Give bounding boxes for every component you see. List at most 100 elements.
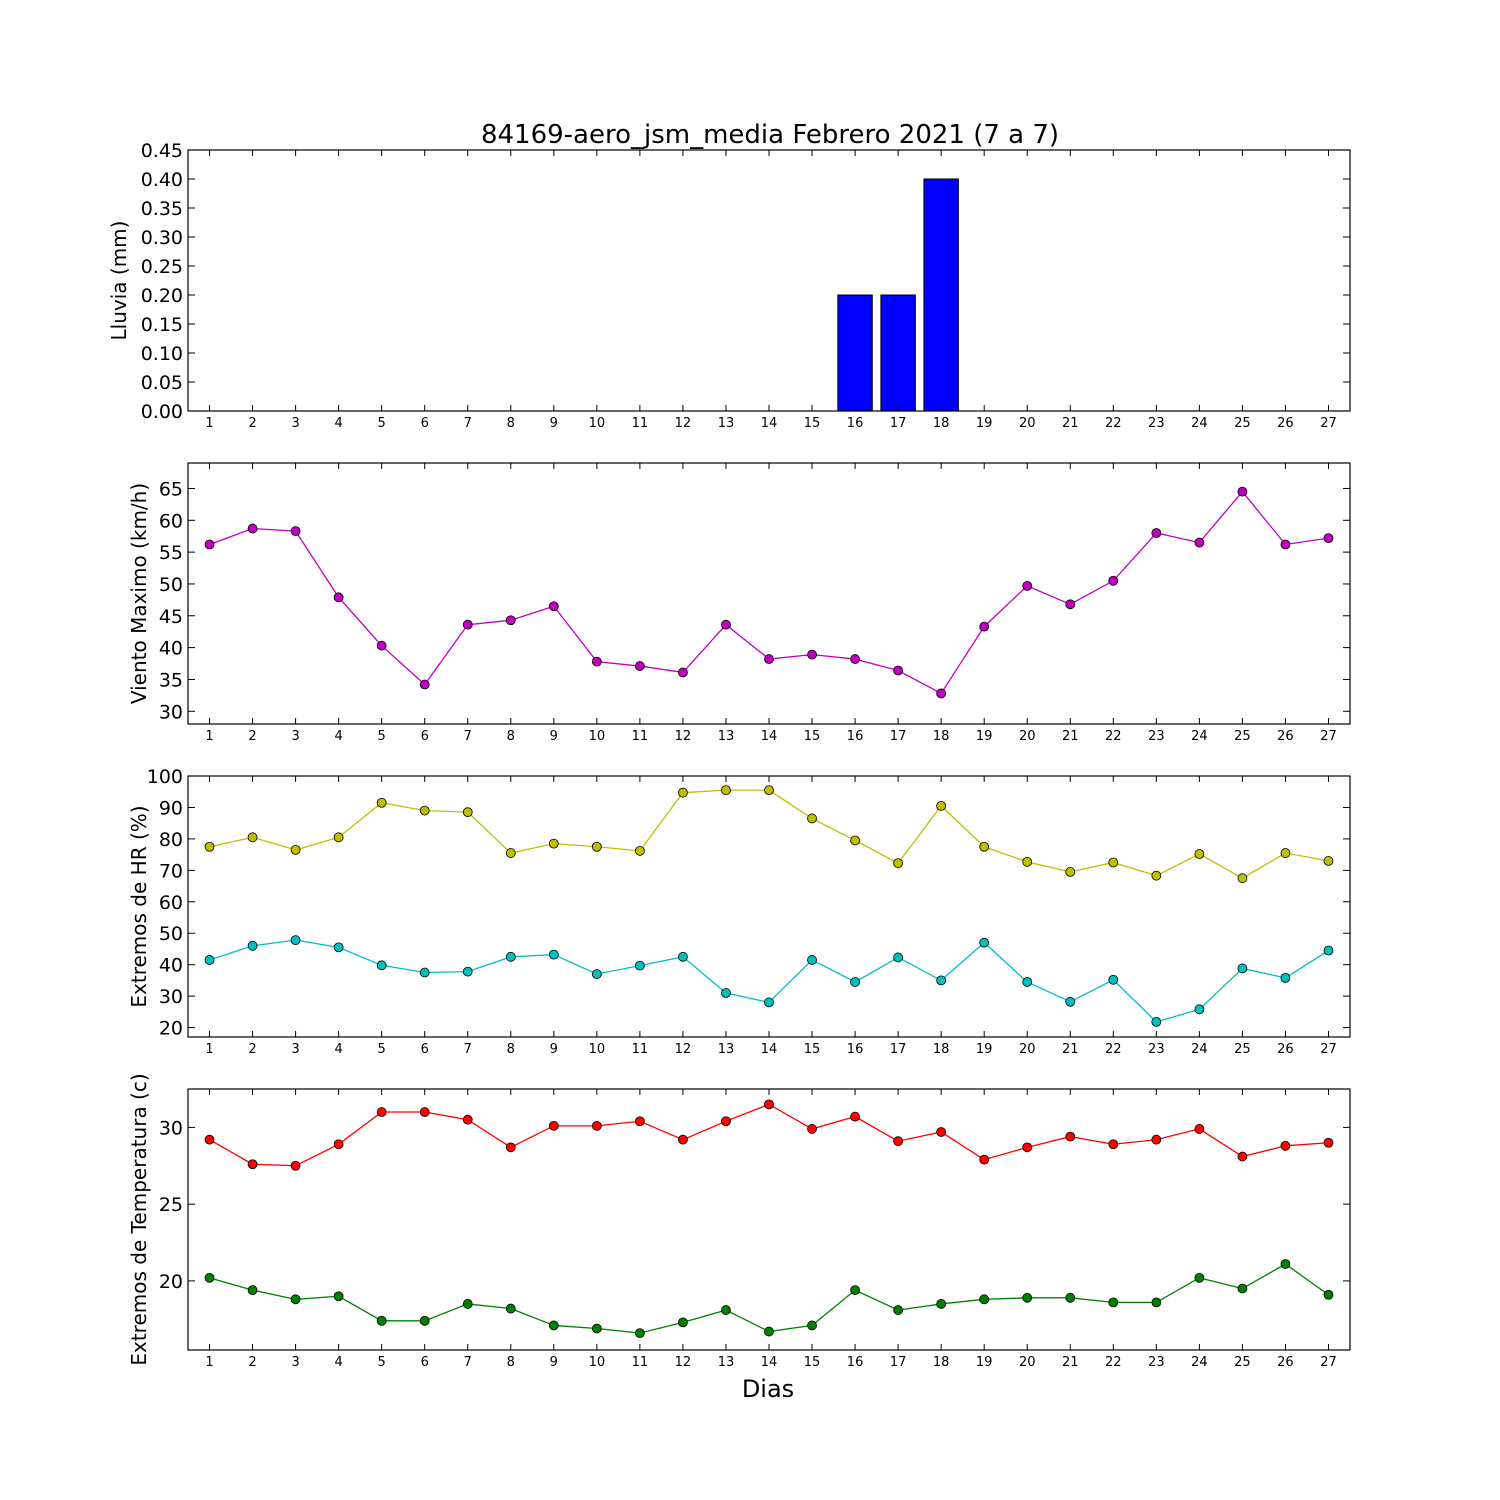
viento-series-1-point-27 (1323, 533, 1334, 544)
humedad-series-1-point-7 (462, 807, 473, 818)
humedad-series-1-point-19 (979, 841, 990, 852)
viento-xtick-label: 26 (1277, 729, 1294, 744)
lluvia-xtick-label: 26 (1277, 416, 1294, 431)
viento-series-1-point-6 (419, 679, 430, 690)
humedad-ytick-label: 50 (159, 923, 183, 945)
lluvia-ytick-label: 0.00 (141, 401, 183, 423)
viento-xtick-label: 25 (1234, 729, 1251, 744)
temperatura-series-2-point-23 (1151, 1297, 1162, 1308)
temperatura-xtick-label: 9 (550, 1355, 558, 1370)
humedad-series-1-point-3 (290, 844, 301, 855)
viento-xtick-label: 3 (291, 729, 299, 744)
temperatura-xtick-label: 11 (632, 1355, 649, 1370)
humedad-series-1-point-18 (936, 800, 947, 811)
viento-xtick-label: 2 (248, 729, 256, 744)
lluvia-y-axis-label: Lluvia (mm) (107, 221, 131, 341)
temperatura-xtick-label: 1 (205, 1355, 213, 1370)
lluvia-ytick-label: 0.25 (141, 256, 183, 278)
humedad-xtick-label: 25 (1234, 1042, 1251, 1057)
humedad-xtick-label: 9 (550, 1042, 558, 1057)
humedad-series-2-point-5 (376, 960, 387, 971)
temperatura-xtick-label: 2 (248, 1355, 256, 1370)
temperatura-ytick-label: 25 (159, 1194, 183, 1216)
temperatura-series-1-point-24 (1194, 1124, 1205, 1134)
temperatura-series-1-point-8 (505, 1142, 516, 1153)
humedad-series-1-point-13 (721, 785, 731, 796)
viento-series-1-point-23 (1151, 528, 1162, 538)
viento-xtick-label: 11 (632, 729, 649, 744)
viento-series-1-point-12 (678, 667, 688, 678)
viento-series-1-point-21 (1065, 599, 1076, 610)
humedad-xtick-label: 26 (1277, 1042, 1294, 1057)
humedad-series-2-point-12 (678, 951, 688, 962)
viento-series-1-point-9 (548, 601, 559, 612)
viento-series-1-point-10 (591, 656, 602, 667)
temperatura-xtick-label: 27 (1320, 1355, 1337, 1370)
humedad-series-2-point-21 (1065, 996, 1076, 1007)
humedad-series-2-point-14 (764, 997, 774, 1008)
humedad-xtick-label: 19 (976, 1042, 993, 1057)
lluvia-ytick-label: 0.05 (141, 372, 183, 394)
humedad-series-2-point-1 (204, 955, 215, 965)
temperatura-ytick-label: 30 (159, 1117, 183, 1139)
lluvia-xtick-label: 1 (205, 416, 213, 431)
humedad-series-1-point-14 (764, 785, 774, 796)
temperatura-series-2-point-5 (376, 1315, 387, 1326)
lluvia-xtick-label: 16 (847, 416, 864, 431)
lluvia-plot-frame (187, 149, 1351, 412)
lluvia-xtick-label: 5 (378, 416, 386, 431)
viento-ytick-label: 30 (159, 701, 183, 723)
temperatura-xtick-label: 17 (890, 1355, 907, 1370)
temperatura-xtick-label: 24 (1191, 1355, 1208, 1370)
temperatura-series-2-point-24 (1194, 1272, 1205, 1283)
temperatura-series-2-point-18 (936, 1299, 947, 1309)
temperatura-xtick-label: 4 (334, 1355, 342, 1370)
viento-xtick-label: 14 (761, 729, 778, 744)
viento-series-1-point-18 (936, 688, 947, 699)
temperatura-xtick-label: 23 (1148, 1355, 1165, 1370)
humedad-series-1-point-11 (634, 845, 645, 856)
temperatura-series-2-point-27 (1323, 1289, 1334, 1300)
temperatura-series-2-point-2 (247, 1285, 258, 1296)
viento-xtick-label: 13 (718, 729, 735, 744)
lluvia-xtick-label: 18 (933, 416, 950, 431)
lluvia-xtick-label: 13 (718, 416, 735, 431)
temperatura-series-2-point-17 (893, 1305, 904, 1315)
temperatura-series-1-point-26 (1280, 1140, 1291, 1151)
temperatura-series-2-point-9 (548, 1320, 559, 1331)
lluvia-ytick-label: 0.15 (141, 314, 183, 336)
humedad-xtick-label: 2 (248, 1042, 256, 1057)
chart-title: 84169-aero_jsm_media Febrero 2021 (7 a 7… (481, 120, 1059, 150)
temperatura-xtick-label: 22 (1105, 1355, 1122, 1370)
temperatura-xtick-label: 8 (507, 1355, 515, 1370)
humedad-xtick-label: 13 (718, 1042, 735, 1057)
humedad-xtick-label: 23 (1148, 1042, 1165, 1057)
lluvia-ytick-label: 0.45 (141, 140, 183, 162)
temperatura-series-2-point-6 (419, 1315, 430, 1326)
temperatura-series-2-point-4 (333, 1291, 344, 1302)
humedad-series-2-point-4 (333, 942, 344, 953)
temperatura-xtick-label: 21 (1062, 1355, 1079, 1370)
temperatura-series-1-point-10 (591, 1120, 602, 1131)
temperatura-series-1-point-19 (979, 1154, 990, 1165)
humedad-series-2-point-3 (290, 935, 301, 946)
humedad-series-2-point-9 (548, 949, 559, 960)
temperatura-series-1-point-22 (1108, 1139, 1119, 1150)
temperatura-series-1-point-14 (764, 1099, 774, 1110)
humedad-series-1-point-9 (548, 838, 559, 849)
humedad-series-1-point-4 (333, 832, 344, 843)
viento-series-1-point-5 (376, 640, 387, 651)
humedad-xtick-label: 21 (1062, 1042, 1079, 1057)
humedad-series-2-point-8 (505, 951, 516, 962)
temperatura-series-2-point-14 (764, 1326, 774, 1337)
humedad-ytick-label: 30 (159, 986, 183, 1008)
temperatura-series-2-point-21 (1065, 1292, 1076, 1303)
humedad-ytick-label: 40 (159, 955, 183, 977)
lluvia-ytick-label: 0.30 (141, 227, 183, 249)
lluvia-xtick-label: 22 (1105, 416, 1122, 431)
viento-xtick-label: 7 (464, 729, 472, 744)
humedad-series-1-point-27 (1323, 856, 1334, 866)
humedad-series-1-point-25 (1237, 873, 1248, 884)
temperatura-series-2-point-1 (204, 1272, 215, 1283)
